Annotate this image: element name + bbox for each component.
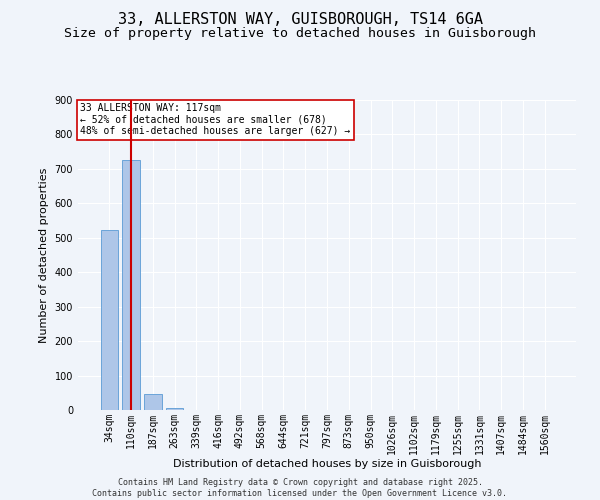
Y-axis label: Number of detached properties: Number of detached properties [39,168,49,342]
Text: Contains HM Land Registry data © Crown copyright and database right 2025.
Contai: Contains HM Land Registry data © Crown c… [92,478,508,498]
Bar [166,408,184,410]
Bar [122,160,140,410]
Bar [101,230,118,410]
Bar [144,394,161,410]
Text: 33, ALLERSTON WAY, GUISBOROUGH, TS14 6GA: 33, ALLERSTON WAY, GUISBOROUGH, TS14 6GA [118,12,482,28]
Text: Size of property relative to detached houses in Guisborough: Size of property relative to detached ho… [64,28,536,40]
Text: 33 ALLERSTON WAY: 117sqm
← 52% of detached houses are smaller (678)
48% of semi-: 33 ALLERSTON WAY: 117sqm ← 52% of detach… [80,103,351,136]
X-axis label: Distribution of detached houses by size in Guisborough: Distribution of detached houses by size … [173,460,481,469]
